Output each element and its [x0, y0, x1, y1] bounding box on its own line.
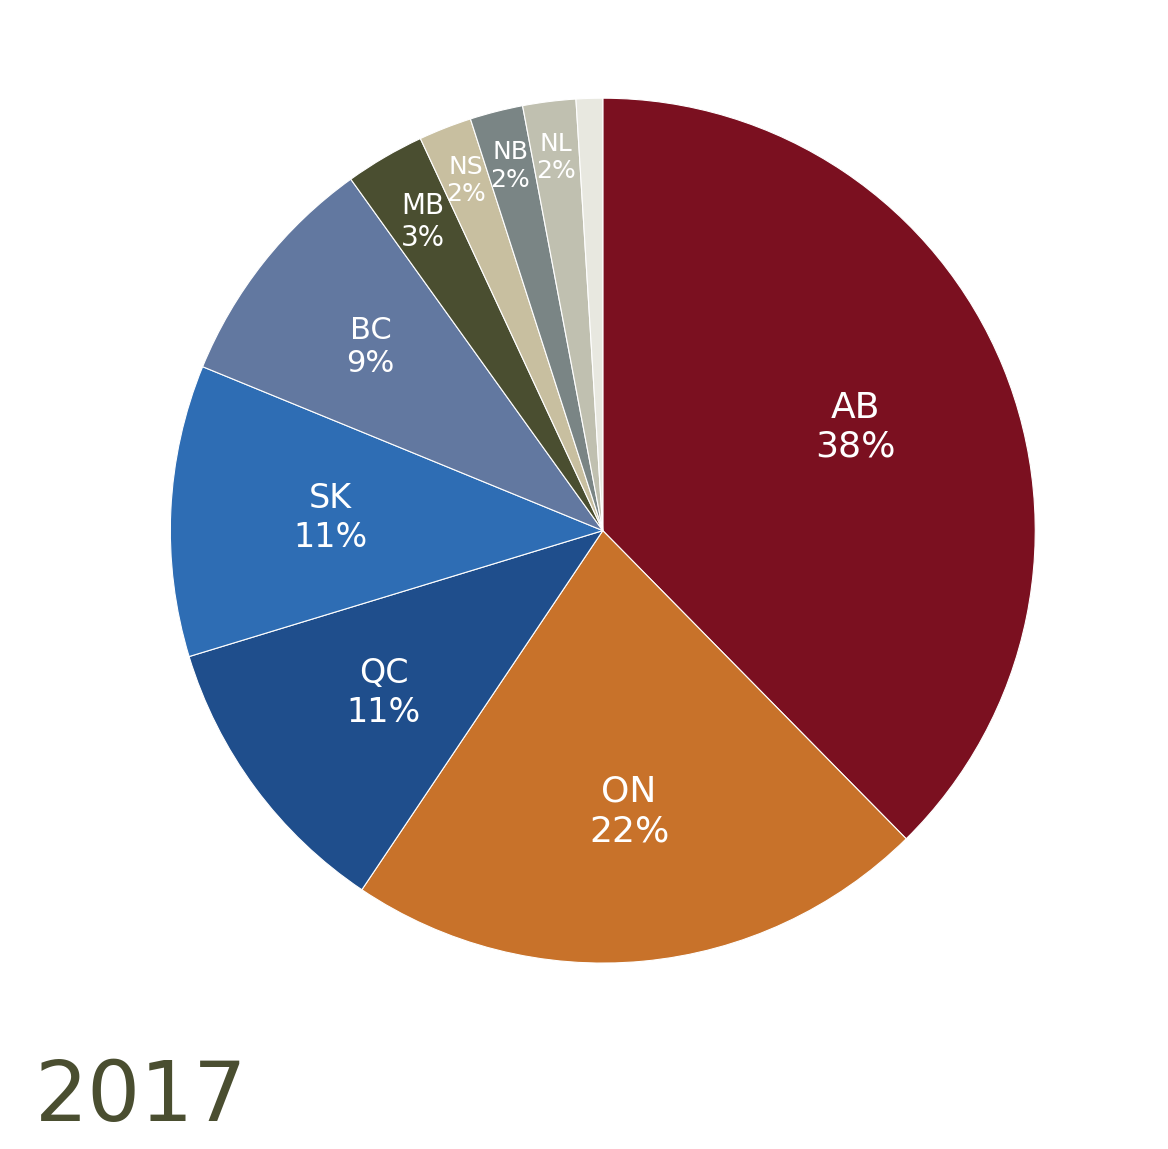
Wedge shape — [522, 99, 603, 531]
Text: SK
11%: SK 11% — [293, 483, 368, 554]
Wedge shape — [189, 531, 603, 889]
Wedge shape — [420, 119, 603, 531]
Text: NS
2%: NS 2% — [446, 155, 486, 207]
Text: MB
3%: MB 3% — [401, 192, 445, 253]
Text: QC
11%: QC 11% — [347, 657, 420, 728]
Text: ON
22%: ON 22% — [589, 774, 669, 848]
Text: AB
38%: AB 38% — [815, 391, 896, 464]
Wedge shape — [362, 531, 906, 963]
Text: 2017: 2017 — [35, 1057, 248, 1138]
Wedge shape — [202, 179, 603, 531]
Text: NB
2%: NB 2% — [491, 140, 530, 192]
Text: BC
9%: BC 9% — [347, 316, 395, 378]
Wedge shape — [471, 106, 603, 531]
Text: NL
2%: NL 2% — [536, 132, 576, 184]
Wedge shape — [171, 367, 603, 656]
Wedge shape — [350, 139, 603, 531]
Wedge shape — [576, 98, 603, 531]
Wedge shape — [603, 98, 1035, 839]
